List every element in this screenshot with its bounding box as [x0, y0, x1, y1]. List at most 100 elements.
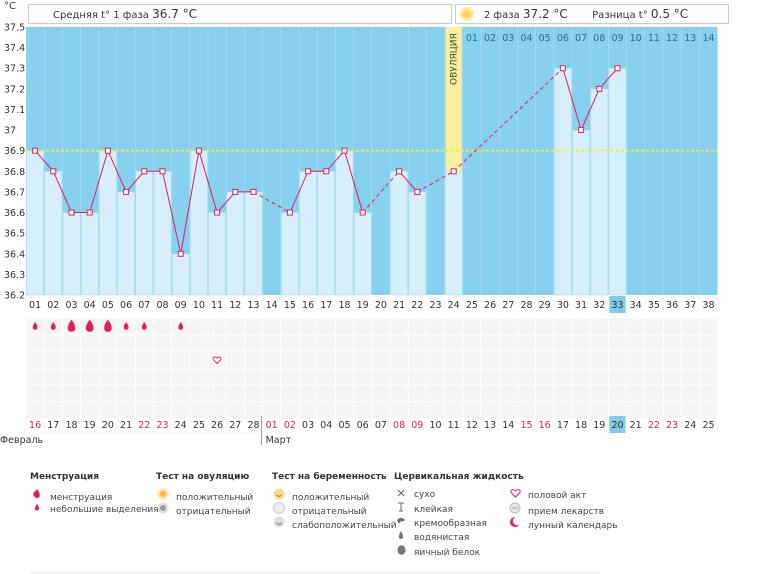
temperature-bar — [590, 88, 609, 296]
event-cell — [608, 402, 627, 419]
y-tick-label: 37.2 — [4, 84, 25, 95]
cycle-day-label: 02 — [47, 300, 59, 311]
event-cell — [499, 352, 517, 368]
temperature-line-segment — [34, 150, 54, 172]
event-cell — [572, 352, 590, 368]
event-cell — [554, 385, 572, 402]
event-cell — [445, 318, 463, 335]
event-cell — [99, 335, 117, 352]
event-cell — [590, 335, 608, 352]
event-cell — [44, 385, 62, 402]
calendar-date-label: 21 — [630, 420, 642, 431]
temperature-line-segment — [216, 191, 236, 213]
cycle-day-label: 10 — [193, 300, 205, 311]
event-cell — [481, 385, 499, 402]
event-cell — [627, 368, 645, 385]
event-cell — [590, 318, 608, 335]
y-tick-label: 37.5 — [4, 23, 25, 34]
calendar-date-label: 19 — [84, 420, 96, 431]
event-cell — [99, 402, 117, 419]
calendar-date-label: 06 — [357, 420, 369, 431]
event-cell — [354, 402, 372, 419]
event-cell — [426, 335, 445, 352]
event-cell — [627, 335, 645, 352]
legend-item-label: отрицательный — [292, 507, 367, 517]
calendar-date-label: 23 — [666, 420, 678, 431]
event-cell — [645, 385, 663, 402]
phase2-day-label: 07 — [575, 33, 587, 44]
legend-group: половой акт прием лекарств лунный календар… — [508, 472, 618, 533]
event-cell — [208, 335, 226, 352]
event-cell — [645, 318, 663, 335]
legend-group: Цервикальная жидкость сухо клейкая кремообр… — [394, 472, 524, 558]
event-cell — [172, 368, 190, 385]
egg-white-icon — [394, 544, 408, 560]
event-cell — [190, 352, 208, 368]
event-cell — [699, 385, 718, 402]
legend-item-label: положительный — [176, 493, 254, 503]
small-drop-icon — [30, 502, 44, 517]
temperature-bar — [554, 67, 572, 296]
event-cell — [317, 352, 335, 368]
moon-icon — [508, 516, 522, 533]
event-cell — [481, 352, 499, 368]
event-cell — [317, 368, 335, 385]
temperature-bar — [353, 212, 372, 296]
legend-group-title: Тест на овуляцию — [156, 472, 250, 482]
ovulation-label: ОВУЛЯЦИЯ — [450, 33, 460, 85]
legend-group: Менструация менструация небольшие выделени… — [30, 472, 159, 516]
event-cell — [335, 385, 354, 402]
sun-positive-icon — [156, 488, 170, 505]
event-cell — [608, 352, 627, 368]
cycle-day-label: 14 — [266, 300, 278, 311]
calendar-date-label: 04 — [320, 420, 332, 431]
event-cell — [354, 368, 372, 385]
event-cell — [99, 385, 117, 402]
event-cell — [226, 335, 244, 352]
menstruation-drop-icon — [50, 322, 56, 330]
face-negative-icon — [272, 502, 286, 519]
event-cell — [536, 385, 554, 402]
event-cell — [681, 385, 699, 402]
cycle-day-label: 09 — [175, 300, 187, 311]
legend-item-label: яичный белок — [414, 548, 481, 558]
event-cell — [554, 352, 572, 368]
event-cell — [354, 352, 372, 368]
calendar-date-label: 25 — [702, 420, 714, 431]
heart-icon — [508, 488, 522, 503]
event-cell — [153, 318, 172, 335]
temperature-line-segment — [398, 170, 418, 193]
calendar-date-label: 24 — [175, 420, 187, 431]
event-cell — [117, 385, 135, 402]
event-cell — [372, 335, 390, 352]
event-cell — [372, 368, 390, 385]
event-cell — [572, 385, 590, 402]
event-cell — [281, 402, 299, 419]
event-cell — [281, 352, 299, 368]
event-cell — [517, 352, 536, 368]
cycle-day-label: 05 — [102, 300, 114, 311]
event-cell — [281, 335, 299, 352]
event-cell — [62, 385, 81, 402]
temperature-point — [32, 147, 39, 154]
event-cell — [517, 335, 536, 352]
y-tick-label: 36.7 — [4, 187, 25, 198]
calendar-date-label: 22 — [138, 420, 150, 431]
calendar-date-label: 25 — [193, 420, 205, 431]
temperature-bar — [444, 171, 463, 296]
event-cell — [463, 402, 481, 419]
creamy-icon — [394, 516, 408, 531]
legend-item: положительный — [156, 488, 254, 505]
event-cell — [572, 368, 590, 385]
event-cell — [536, 368, 554, 385]
event-cell — [354, 385, 372, 402]
y-tick-label: 37.4 — [4, 43, 25, 54]
event-cell — [135, 335, 153, 352]
event-cell — [536, 318, 554, 335]
temperature-line-segment — [107, 150, 127, 193]
calendar-date-label: 26 — [211, 420, 223, 431]
event-cell — [281, 318, 299, 335]
event-cell — [372, 318, 390, 335]
calendar-date-label: 08 — [393, 420, 405, 431]
phase2-day-label: 08 — [593, 33, 605, 44]
